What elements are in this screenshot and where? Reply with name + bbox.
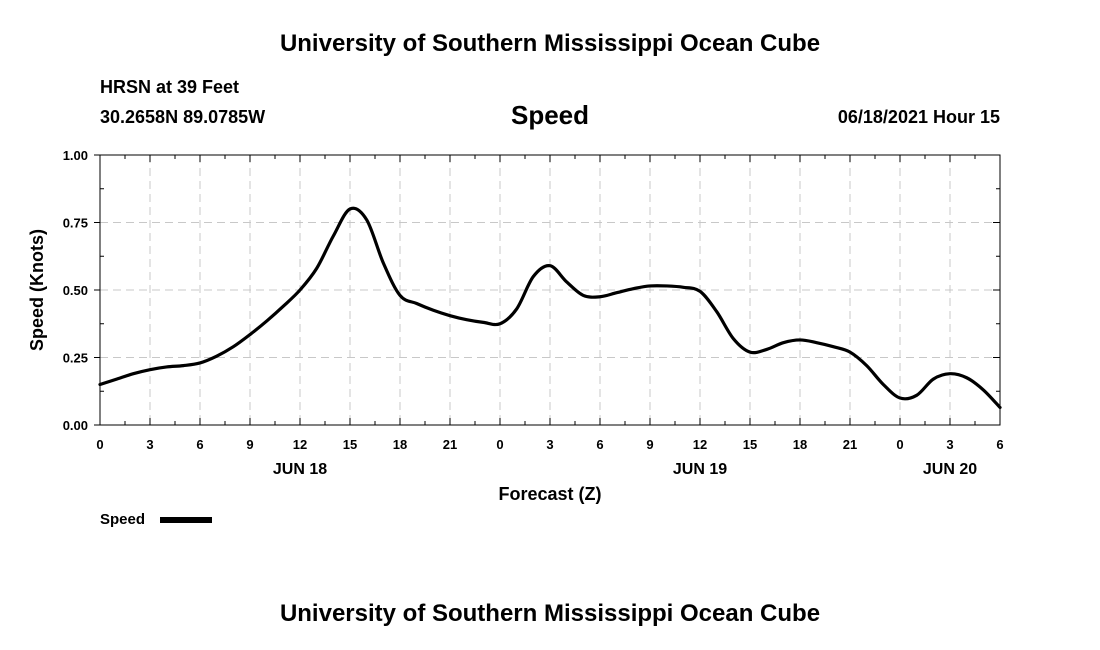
x-tick-label: 21 (443, 437, 457, 452)
chart-header-title: University of Southern Mississippi Ocean… (279, 30, 821, 57)
x-tick-label: 15 (343, 437, 357, 452)
y-tick-label: 1.00 (63, 148, 88, 163)
x-tick-label: 0 (96, 437, 103, 452)
y-tick-label: 0.50 (63, 283, 88, 298)
forecast-datetime: 06/18/2021 Hour 15 (837, 107, 1000, 127)
legend-swatch (160, 517, 212, 523)
axis-tick-labels: 0 3 6 9 12 15 18 21 0 3 6 9 12 15 18 21 0 3 6 0.00 0.25 0.50 0… (63, 148, 1004, 478)
date-label: JUN 20 (923, 461, 977, 478)
chart-footer-title: University of Southern Mississippi Ocean… (279, 600, 821, 627)
legend-label: Speed (100, 511, 145, 528)
date-label: JUN 19 (673, 461, 727, 478)
x-tick-label: 0 (896, 437, 903, 452)
x-tick-label: 15 (743, 437, 757, 452)
x-tick-label: 6 (996, 437, 1003, 452)
x-axis-title: Forecast (Z) (498, 484, 601, 504)
x-tick-label: 12 (693, 437, 707, 452)
x-tick-label: 21 (843, 437, 857, 452)
x-tick-label: 18 (793, 437, 807, 452)
axis-ticks (94, 154, 1001, 426)
x-tick-label: 6 (596, 437, 603, 452)
y-tick-label: 0.25 (63, 351, 88, 366)
date-label: JUN 18 (273, 461, 327, 478)
variable-title: Speed (510, 100, 590, 130)
x-tick-label: 3 (946, 437, 953, 452)
x-tick-label: 0 (496, 437, 503, 452)
x-tick-label: 12 (293, 437, 307, 452)
x-tick-label: 18 (393, 437, 407, 452)
speed-series-line (98, 206, 1002, 410)
grid (100, 155, 1000, 425)
x-tick-label: 9 (646, 437, 653, 452)
y-tick-label: 0.75 (63, 216, 88, 231)
x-tick-label: 3 (546, 437, 553, 452)
station-name: HRSN at 39 Feet (100, 77, 240, 97)
x-tick-label: 9 (246, 437, 253, 452)
y-axis-title: Speed (Knots) (27, 229, 47, 351)
x-tick-label: 3 (146, 437, 153, 452)
y-tick-label: 0.00 (63, 418, 88, 433)
x-tick-label: 6 (196, 437, 203, 452)
station-coordinates: 30.2658N 89.0785W (100, 107, 266, 127)
